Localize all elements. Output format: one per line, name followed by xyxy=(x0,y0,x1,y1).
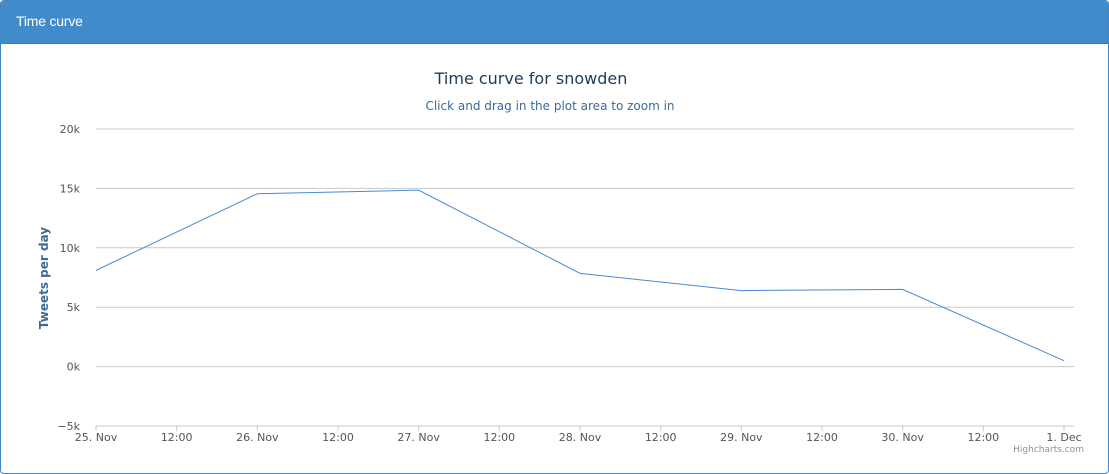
y-tick-label: 5k xyxy=(67,301,81,314)
y-axis-label: Tweets per day xyxy=(37,227,51,329)
y-tick-label: 0k xyxy=(67,361,81,374)
x-tick-label: 26. Nov xyxy=(236,431,279,444)
panel-header: Time curve xyxy=(1,1,1108,44)
x-tick-label: 12:00 xyxy=(806,431,838,444)
y-axis-ticks: −5k 0k 5k 10k 15k 20k xyxy=(57,123,80,433)
data-point[interactable] xyxy=(737,287,745,295)
grid-lines xyxy=(96,128,1074,427)
x-tick-label: 1. Dec xyxy=(1046,431,1081,444)
data-point[interactable] xyxy=(899,285,907,293)
series-line[interactable] xyxy=(95,189,1065,362)
data-point[interactable] xyxy=(253,190,261,198)
y-tick-label: −5k xyxy=(57,420,80,433)
line-chart[interactable]: Time curve for snowden Click and drag in… xyxy=(1,44,1108,473)
data-point[interactable] xyxy=(1060,357,1068,365)
x-tick-label: 30. Nov xyxy=(881,431,924,444)
y-tick-label: 15k xyxy=(60,182,81,195)
x-tick-label: 12:00 xyxy=(322,431,354,444)
x-tick-label: 12:00 xyxy=(645,431,677,444)
data-point[interactable] xyxy=(92,266,100,274)
data-point[interactable] xyxy=(576,269,584,277)
x-tick-label: 12:00 xyxy=(161,431,193,444)
x-tick-label: 29. Nov xyxy=(720,431,763,444)
chart-title: Time curve for snowden xyxy=(434,69,628,88)
x-axis: 25. Nov 12:00 26. Nov 12:00 27. Nov 12:00 28. … xyxy=(75,425,1082,444)
panel-title: Time curve xyxy=(16,13,83,29)
chart-container[interactable]: Time curve for snowden Click and drag in… xyxy=(1,44,1108,473)
x-tick-label: 12:00 xyxy=(967,431,999,444)
y-tick-label: 20k xyxy=(60,123,81,136)
x-tick-label: 12:00 xyxy=(483,431,515,444)
y-tick-label: 10k xyxy=(60,242,81,255)
chart-subtitle: Click and drag in the plot area to zoom … xyxy=(425,99,674,113)
highcharts-credits[interactable]: Highcharts.com xyxy=(1013,445,1084,455)
x-tick-label: 28. Nov xyxy=(559,431,602,444)
data-point[interactable] xyxy=(415,186,423,194)
series-group[interactable] xyxy=(92,186,1068,364)
x-tick-label: 25. Nov xyxy=(75,431,118,444)
x-tick-label: 27. Nov xyxy=(397,431,440,444)
